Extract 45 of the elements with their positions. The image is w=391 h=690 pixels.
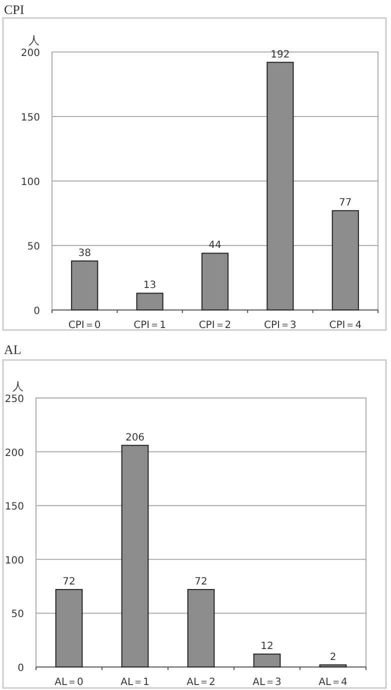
x-tick-label: AL＝1 <box>120 677 150 688</box>
y-tick-label: 150 <box>20 112 40 124</box>
data-label: 13 <box>143 280 156 292</box>
bar <box>121 444 149 668</box>
y-tick-label: 100 <box>20 177 40 188</box>
y-tick-label: 0 <box>18 663 24 674</box>
chart-title: AL <box>4 342 22 357</box>
bar <box>319 664 347 668</box>
y-axis-title: 人 <box>12 380 24 393</box>
chart-title: CPI <box>4 2 24 17</box>
bar <box>201 252 229 310</box>
x-tick-label: AL＝3 <box>252 677 282 688</box>
data-label: 192 <box>270 49 290 60</box>
data-label: 38 <box>78 248 91 259</box>
bar <box>187 589 215 668</box>
y-tick-label: 200 <box>20 48 40 59</box>
x-tick-label: AL＝2 <box>186 677 216 688</box>
bar <box>253 654 281 668</box>
y-tick-label: 50 <box>27 242 40 252</box>
data-label: 77 <box>339 198 352 209</box>
x-tick-label: CPI＝0 <box>68 320 101 331</box>
x-tick-label: CPI＝3 <box>264 320 296 331</box>
x-tick-label: AL＝0 <box>54 677 84 688</box>
y-tick-label: 200 <box>4 448 24 459</box>
data-label: 2 <box>330 652 336 663</box>
bar <box>136 292 164 310</box>
data-label: 72 <box>194 576 208 588</box>
bar <box>71 260 98 310</box>
x-tick-label: AL＝4 <box>318 677 348 688</box>
bar <box>55 589 83 668</box>
bar <box>266 62 294 310</box>
x-tick-label: CPI＝2 <box>198 320 232 331</box>
y-tick-label: 100 <box>4 555 24 566</box>
y-axis-title: 人 <box>28 34 40 47</box>
data-label: 44 <box>208 240 222 252</box>
bar <box>332 210 359 310</box>
y-tick-label: 0 <box>34 306 40 317</box>
data-label: 206 <box>125 432 145 444</box>
data-label: 72 <box>62 576 76 588</box>
x-tick-label: CPI＝4 <box>329 320 362 331</box>
y-tick-label: 150 <box>4 502 24 513</box>
x-tick-label: CPI＝1 <box>134 320 166 331</box>
y-tick-label: 250 <box>4 394 24 405</box>
data-label: 12 <box>260 641 274 652</box>
y-tick-label: 50 <box>11 609 24 620</box>
